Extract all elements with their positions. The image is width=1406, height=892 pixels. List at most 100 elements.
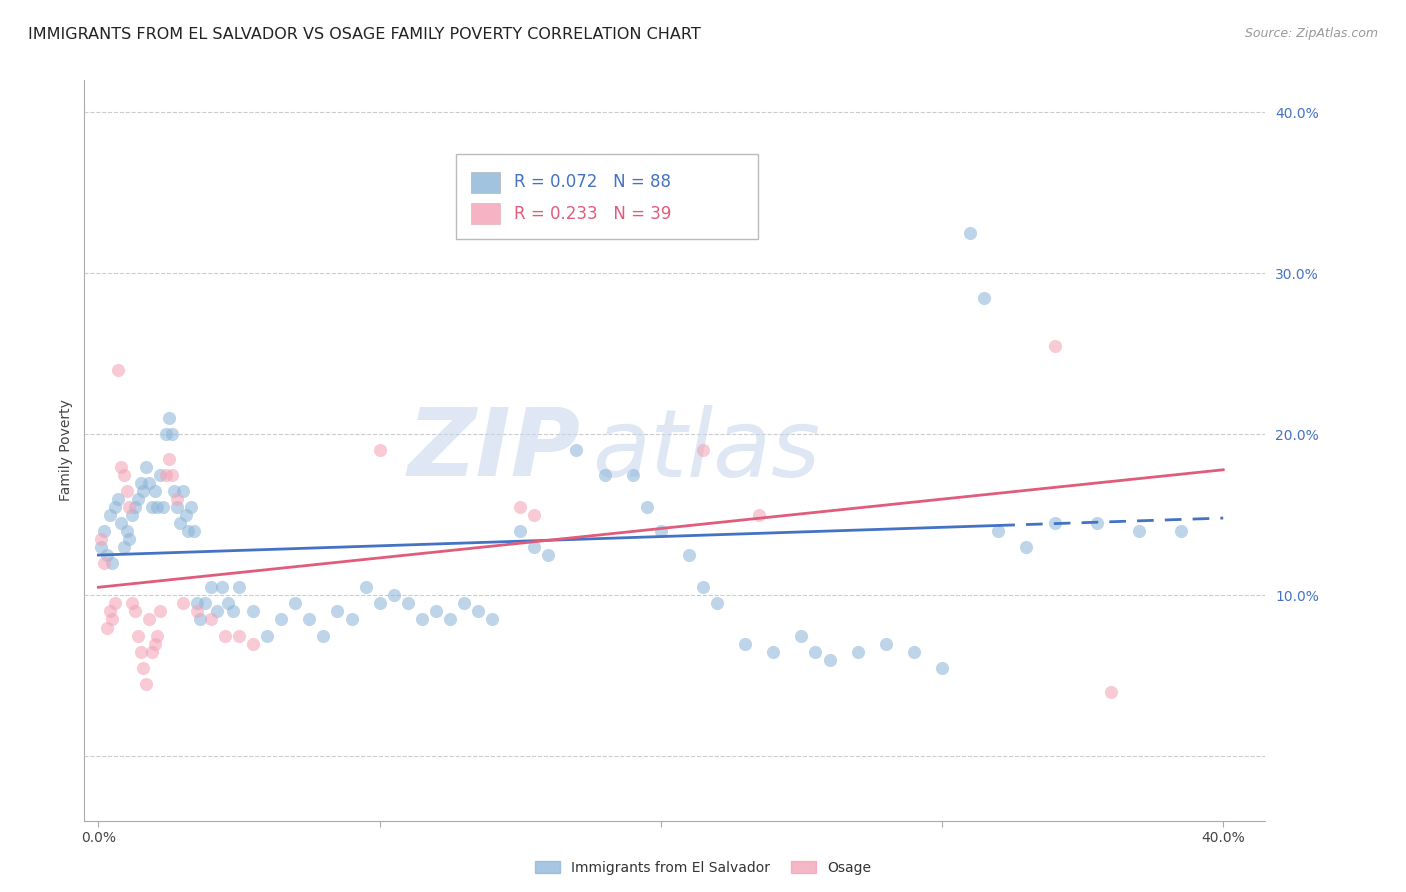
Point bbox=[200, 612, 222, 626]
Point bbox=[1085, 516, 1108, 530]
Point bbox=[270, 612, 292, 626]
Point bbox=[1043, 516, 1066, 530]
Point bbox=[107, 363, 129, 377]
Point bbox=[146, 628, 169, 642]
Bar bbox=[471, 203, 501, 224]
Point bbox=[112, 540, 135, 554]
Point bbox=[194, 596, 217, 610]
Point bbox=[804, 645, 827, 659]
Point bbox=[141, 500, 163, 514]
Point bbox=[143, 483, 166, 498]
Point bbox=[678, 548, 700, 562]
Point bbox=[411, 612, 433, 626]
Point bbox=[284, 596, 307, 610]
Point bbox=[188, 612, 211, 626]
Point bbox=[692, 443, 714, 458]
Y-axis label: Family Poverty: Family Poverty bbox=[59, 400, 73, 501]
Point bbox=[96, 620, 118, 634]
Point bbox=[124, 604, 146, 618]
Point bbox=[818, 653, 841, 667]
Point bbox=[256, 628, 278, 642]
Point bbox=[205, 604, 228, 618]
Point bbox=[118, 500, 141, 514]
Point bbox=[509, 500, 531, 514]
Point bbox=[903, 645, 925, 659]
Point bbox=[706, 596, 728, 610]
Point bbox=[790, 628, 813, 642]
Point bbox=[183, 524, 205, 538]
Point bbox=[228, 580, 250, 594]
Point bbox=[762, 645, 785, 659]
Point bbox=[326, 604, 349, 618]
Point bbox=[155, 467, 177, 482]
Legend: Immigrants from El Salvador, Osage: Immigrants from El Salvador, Osage bbox=[530, 855, 876, 880]
Point bbox=[93, 556, 115, 570]
Point bbox=[149, 467, 172, 482]
Point bbox=[101, 556, 124, 570]
Point bbox=[523, 540, 546, 554]
Point bbox=[312, 628, 335, 642]
Point bbox=[186, 596, 208, 610]
Point bbox=[129, 645, 152, 659]
Point bbox=[368, 596, 391, 610]
Point bbox=[509, 524, 531, 538]
Point bbox=[135, 459, 157, 474]
Point bbox=[169, 516, 191, 530]
Point bbox=[155, 427, 177, 442]
Point bbox=[135, 677, 157, 691]
Point bbox=[141, 645, 163, 659]
Point bbox=[636, 500, 658, 514]
Point bbox=[104, 500, 127, 514]
Point bbox=[127, 628, 149, 642]
Point bbox=[104, 596, 127, 610]
Point bbox=[177, 524, 200, 538]
Point bbox=[228, 628, 250, 642]
Text: R = 0.072   N = 88: R = 0.072 N = 88 bbox=[515, 173, 672, 192]
Point bbox=[138, 612, 160, 626]
Point bbox=[931, 661, 953, 675]
Point bbox=[110, 459, 132, 474]
Point bbox=[242, 637, 264, 651]
Point bbox=[425, 604, 447, 618]
Point bbox=[537, 548, 560, 562]
Point bbox=[132, 661, 155, 675]
Point bbox=[217, 596, 239, 610]
Point bbox=[200, 580, 222, 594]
Point bbox=[160, 467, 183, 482]
Point bbox=[368, 443, 391, 458]
Point bbox=[118, 532, 141, 546]
Bar bbox=[471, 172, 501, 193]
Point bbox=[481, 612, 503, 626]
Point bbox=[101, 612, 124, 626]
Point bbox=[973, 291, 995, 305]
Point bbox=[90, 540, 112, 554]
Point bbox=[115, 483, 138, 498]
Point bbox=[138, 475, 160, 490]
Point bbox=[523, 508, 546, 522]
Point bbox=[163, 483, 186, 498]
Point bbox=[127, 491, 149, 506]
Point bbox=[93, 524, 115, 538]
Point bbox=[467, 604, 489, 618]
Point bbox=[565, 443, 588, 458]
Point bbox=[112, 467, 135, 482]
Point bbox=[98, 508, 121, 522]
Point bbox=[143, 637, 166, 651]
Point bbox=[90, 532, 112, 546]
Point bbox=[96, 548, 118, 562]
Point bbox=[121, 596, 143, 610]
Point bbox=[98, 604, 121, 618]
Point bbox=[152, 500, 174, 514]
Point bbox=[1170, 524, 1192, 538]
Point bbox=[166, 500, 188, 514]
Point bbox=[129, 475, 152, 490]
Point bbox=[734, 637, 756, 651]
Point bbox=[692, 580, 714, 594]
Point bbox=[959, 226, 981, 240]
Point bbox=[124, 500, 146, 514]
Point bbox=[107, 491, 129, 506]
Point bbox=[987, 524, 1010, 538]
Point bbox=[110, 516, 132, 530]
Point bbox=[242, 604, 264, 618]
Point bbox=[396, 596, 419, 610]
